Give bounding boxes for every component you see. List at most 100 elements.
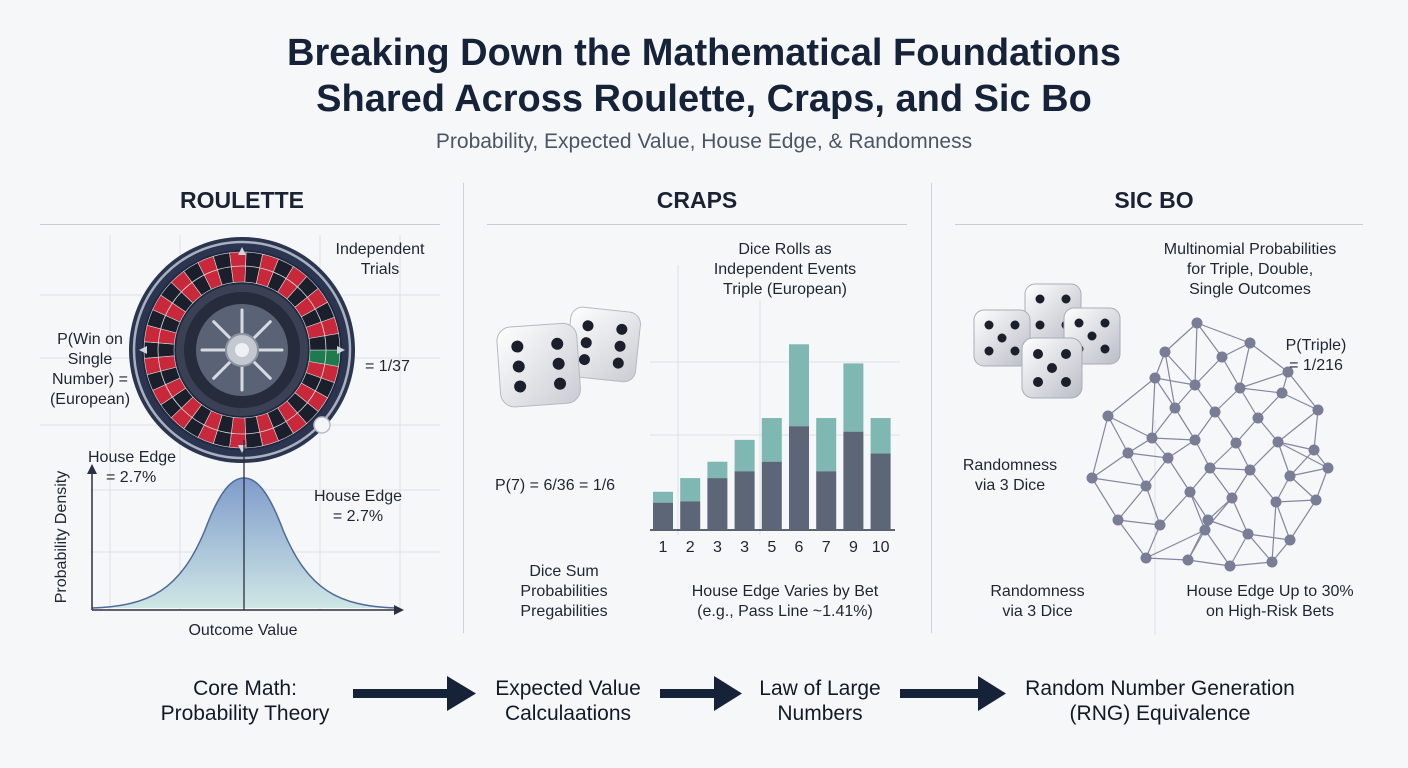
network-edge [1194, 411, 1216, 441]
network-node [1140, 480, 1152, 492]
network-node [1189, 379, 1201, 391]
network-edge [1289, 467, 1329, 477]
network-node [1282, 366, 1294, 378]
network-edge [1117, 519, 1161, 526]
roulette-wheel-icon [129, 237, 355, 463]
bar-lower [707, 478, 728, 530]
bar-tick-label: 7 [822, 539, 831, 556]
bar-tick-label: 6 [795, 539, 804, 556]
network-edge [1145, 529, 1206, 559]
bar-tick-label: 5 [767, 539, 776, 556]
network-edge [1277, 441, 1315, 451]
network-node [1189, 434, 1201, 446]
network-node [1244, 464, 1256, 476]
network-edge [1107, 415, 1129, 454]
network-edge [1187, 559, 1231, 567]
network-node [1112, 514, 1124, 526]
randomness-mid-label: Randomness via 3 Dice [962, 457, 1058, 494]
network-edge [1277, 441, 1329, 469]
network-edge [1315, 467, 1329, 501]
network-node [1272, 436, 1284, 448]
bar-upper [680, 478, 701, 502]
network-node [1312, 404, 1324, 416]
network-edge [1289, 449, 1315, 477]
network-edge [1091, 477, 1119, 521]
network-edge [1235, 417, 1259, 444]
bar-lower [816, 471, 837, 530]
craps-house-edge-label: House Edge Varies by Bet (e.g., Pass Line… [691, 583, 879, 620]
network-edge [1151, 407, 1176, 439]
network-edge [1209, 467, 1251, 471]
network-node [1322, 462, 1334, 474]
bar-lower [653, 502, 673, 530]
network-node [1276, 387, 1288, 399]
bar-tick-label: 3 [740, 539, 749, 556]
network-edge [1145, 485, 1161, 526]
network-edge [1249, 342, 1289, 373]
network-node [1122, 447, 1134, 459]
roulette-ring [157, 265, 327, 435]
craps-rule [487, 224, 907, 225]
bar-lower [734, 471, 755, 530]
network-node [1184, 486, 1196, 498]
network-node [1182, 554, 1194, 566]
sicbo-house-edge-label: House Edge Up to 30% on High-Risk Bets [1186, 583, 1354, 620]
network-node [1230, 437, 1242, 449]
network-edge [1151, 377, 1156, 439]
network-edge [1194, 322, 1198, 386]
flow-step-law-large-numbers: Law of Large Numbers [759, 677, 881, 725]
network-edge [1204, 529, 1231, 567]
network-edge [1247, 533, 1273, 563]
dice-icon [496, 306, 641, 408]
bar-upper [734, 439, 755, 472]
network-node [1308, 444, 1320, 456]
bar-upper [843, 363, 864, 432]
network-node [1102, 410, 1114, 422]
network-node [1226, 492, 1238, 504]
arrow-right-icon [353, 676, 476, 711]
sicbo-dice-icon [973, 283, 1121, 399]
bar-upper [761, 418, 782, 462]
bar-lower [680, 501, 701, 530]
sicbo-rule [955, 224, 1363, 225]
network-node [1234, 382, 1246, 394]
network-edge [1127, 452, 1147, 487]
bar-upper [653, 491, 673, 503]
network-node [1270, 496, 1282, 508]
bar-tick-label: 3 [713, 539, 722, 556]
house-edge-right-label: House Edge = 2.7% [313, 488, 403, 525]
network-edge [1275, 499, 1317, 503]
network-edge [1249, 469, 1277, 503]
network-edge [1207, 519, 1249, 535]
p-win-value: = 1/37 [365, 358, 410, 375]
network-edge [1313, 409, 1319, 451]
network-edge [1154, 377, 1176, 409]
arrow-right-icon [660, 676, 742, 711]
independent-trials-label: Independent Trials [335, 241, 425, 278]
flow-step-expected-value: Expected Value Calculaations [495, 677, 641, 725]
dice-sum-label: Dice Sum Probabilities Pregabilities [520, 563, 608, 620]
subtitle: Probability, Expected Value, House Edge,… [435, 130, 973, 153]
roulette-rule [40, 224, 440, 225]
bar-lower [870, 453, 891, 530]
p7-label: P(7) = 6/36 = 1/6 [495, 477, 616, 494]
network-node [1284, 534, 1296, 546]
network-edge [1127, 452, 1169, 459]
network-node [1216, 351, 1228, 363]
bar-upper [707, 461, 728, 479]
house-edge-left-label: House Edge = 2.7% [88, 449, 177, 486]
network-edge [1277, 441, 1291, 477]
network-node [1202, 514, 1214, 526]
network-edge [1257, 392, 1283, 419]
network-edge [1214, 387, 1241, 413]
network-edge [1174, 407, 1196, 441]
network-edge [1145, 457, 1169, 487]
network-edge [1229, 533, 1249, 567]
column-divider [463, 183, 464, 633]
network-edge [1154, 377, 1196, 386]
network-node [1159, 346, 1171, 358]
craps-bar-chart: 1 2 3 3 5 6 7 9 10 [650, 344, 895, 556]
network-edge [1239, 342, 1251, 389]
bar-tick-label: 10 [872, 539, 890, 556]
craps-heading: CRAPS [656, 187, 738, 213]
